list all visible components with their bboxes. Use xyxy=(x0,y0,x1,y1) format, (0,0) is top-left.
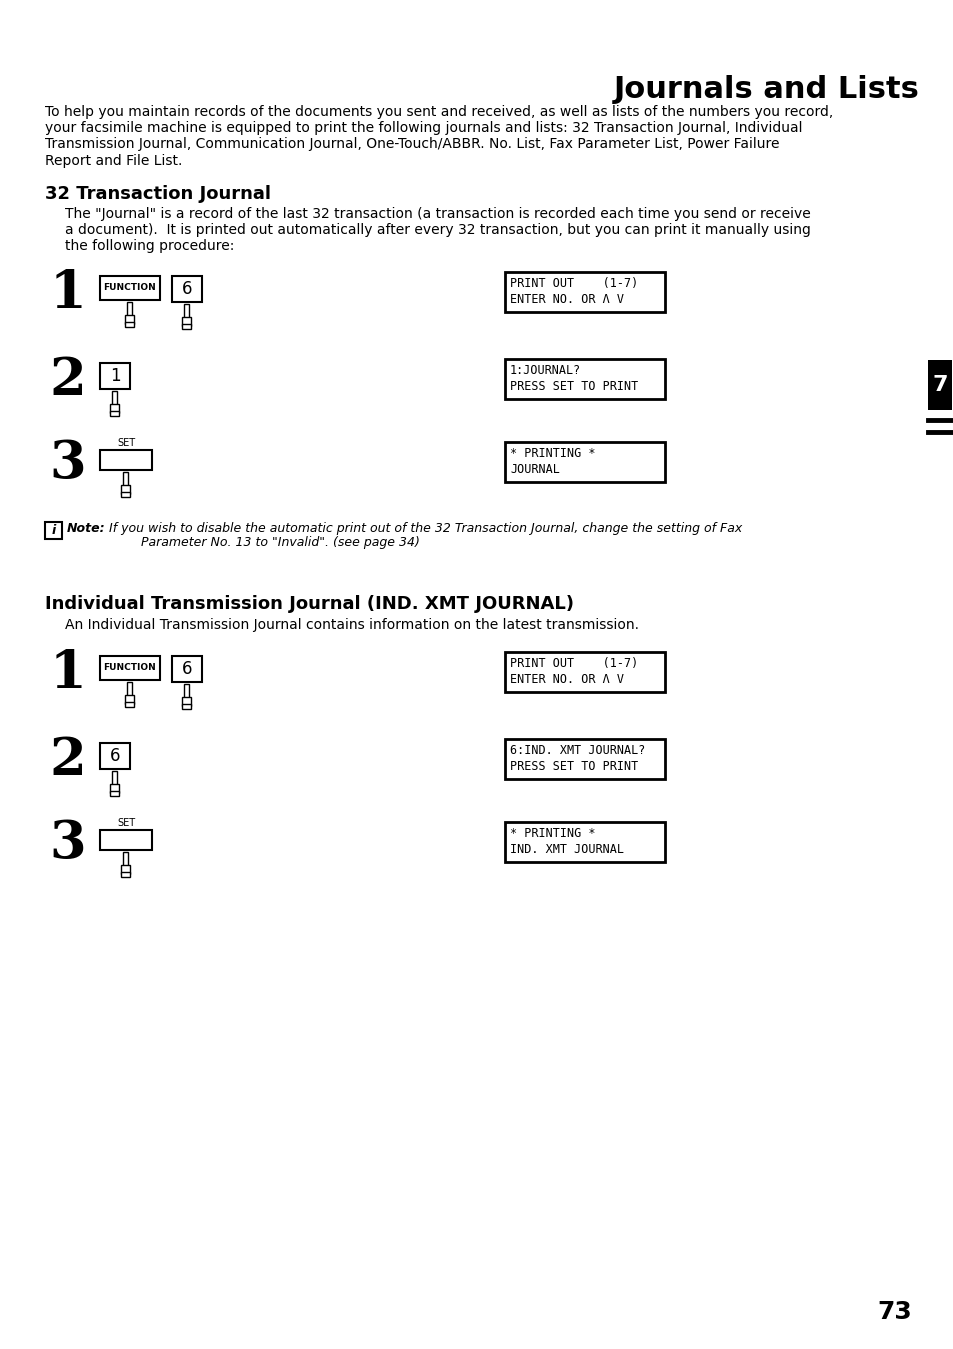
Text: 2: 2 xyxy=(50,355,87,406)
Text: SET: SET xyxy=(117,817,135,828)
Bar xyxy=(504,359,664,399)
Bar xyxy=(182,324,191,329)
Bar xyxy=(184,304,190,318)
Text: i: i xyxy=(51,523,55,537)
Bar xyxy=(504,272,664,312)
Bar xyxy=(45,522,62,540)
Text: PRESS SET TO PRINT: PRESS SET TO PRINT xyxy=(510,380,638,393)
Bar xyxy=(125,322,134,328)
Text: 1: 1 xyxy=(50,268,87,318)
Bar xyxy=(112,772,117,785)
Bar xyxy=(121,492,130,498)
Bar xyxy=(125,701,134,707)
Text: Parameter No. 13 to "Invalid". (see page 34): Parameter No. 13 to "Invalid". (see page… xyxy=(105,536,419,549)
Text: FUNCTION: FUNCTION xyxy=(104,283,156,293)
Bar xyxy=(111,784,119,793)
Bar xyxy=(182,317,191,325)
Text: PRINT OUT    (1-7): PRINT OUT (1-7) xyxy=(510,657,638,670)
Text: The "Journal" is a record of the last 32 transaction (a transaction is recorded : The "Journal" is a record of the last 32… xyxy=(65,206,810,254)
Text: FUNCTION: FUNCTION xyxy=(104,664,156,673)
Text: 7: 7 xyxy=(931,375,946,395)
Bar xyxy=(127,683,132,696)
Bar xyxy=(121,484,130,494)
Text: Individual Transmission Journal (IND. XMT JOURNAL): Individual Transmission Journal (IND. XM… xyxy=(45,595,574,612)
Text: An Individual Transmission Journal contains information on the latest transmissi: An Individual Transmission Journal conta… xyxy=(65,618,639,631)
Text: * PRINTING *: * PRINTING * xyxy=(510,827,595,840)
Text: 6: 6 xyxy=(182,281,193,298)
Text: 73: 73 xyxy=(877,1300,911,1323)
Text: 1:JOURNAL?: 1:JOURNAL? xyxy=(510,364,580,376)
Text: Note:: Note: xyxy=(67,522,106,536)
Text: IND. XMT JOURNAL: IND. XMT JOURNAL xyxy=(510,843,623,857)
Text: PRESS SET TO PRINT: PRESS SET TO PRINT xyxy=(510,759,638,773)
Text: 6:IND. XMT JOURNAL?: 6:IND. XMT JOURNAL? xyxy=(510,745,644,757)
Text: 32 Transaction Journal: 32 Transaction Journal xyxy=(45,185,271,202)
Bar xyxy=(100,830,152,850)
Bar xyxy=(111,411,119,417)
Bar xyxy=(182,696,191,706)
Text: PRINT OUT    (1-7): PRINT OUT (1-7) xyxy=(510,277,638,290)
Bar xyxy=(100,451,152,469)
Bar xyxy=(125,695,134,704)
Text: 2: 2 xyxy=(50,735,87,786)
Text: 1: 1 xyxy=(110,367,120,384)
Bar xyxy=(100,743,130,769)
Bar xyxy=(100,363,130,389)
Text: * PRINTING *: * PRINTING * xyxy=(510,447,595,460)
Bar xyxy=(112,391,117,406)
Bar xyxy=(111,791,119,796)
Bar xyxy=(111,403,119,413)
Bar xyxy=(182,704,191,710)
Bar xyxy=(127,302,132,317)
Text: To help you maintain records of the documents you sent and received, as well as : To help you maintain records of the docu… xyxy=(45,105,832,167)
Text: If you wish to disable the automatic print out of the 32 Transaction Journal, ch: If you wish to disable the automatic pri… xyxy=(105,522,741,536)
Bar xyxy=(504,442,664,482)
Text: 3: 3 xyxy=(50,817,86,869)
Bar xyxy=(123,853,129,866)
Text: 1: 1 xyxy=(50,648,87,699)
Bar xyxy=(121,865,130,874)
Bar xyxy=(172,656,202,683)
Text: 6: 6 xyxy=(110,747,120,765)
Text: 6: 6 xyxy=(182,660,193,679)
Bar xyxy=(504,652,664,692)
Bar xyxy=(123,472,129,487)
Bar xyxy=(125,314,134,324)
Bar xyxy=(504,822,664,862)
Bar xyxy=(172,277,202,302)
Text: SET: SET xyxy=(117,438,135,448)
Text: ENTER NO. OR Λ V: ENTER NO. OR Λ V xyxy=(510,293,623,306)
Bar xyxy=(184,684,190,699)
Bar xyxy=(121,871,130,877)
Text: Journals and Lists: Journals and Lists xyxy=(614,76,919,104)
Bar xyxy=(927,360,951,410)
Bar xyxy=(100,277,160,299)
Text: JOURNAL: JOURNAL xyxy=(510,463,559,476)
Text: ENTER NO. OR Λ V: ENTER NO. OR Λ V xyxy=(510,673,623,687)
Bar xyxy=(504,739,664,778)
Text: 3: 3 xyxy=(50,438,86,488)
Bar xyxy=(100,656,160,680)
